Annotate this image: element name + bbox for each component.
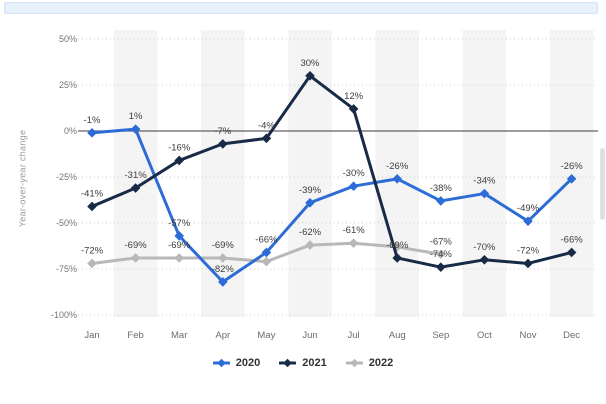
data-label-2021-nov: -72% xyxy=(517,245,540,256)
y-tick-label: -75% xyxy=(56,264,77,274)
data-label-2021-jul: 12% xyxy=(344,91,364,102)
x-tick-label-aug: Aug xyxy=(389,330,406,341)
y-tick-label: 25% xyxy=(59,80,77,90)
series-line-2020 xyxy=(90,127,574,284)
x-tick-label-jun: Jun xyxy=(302,330,317,341)
x-tick-label-jul: Jul xyxy=(348,330,360,341)
data-point-2022-jul[interactable] xyxy=(348,238,359,249)
x-tick-label-jan: Jan xyxy=(84,330,99,341)
legend-marker-icon xyxy=(279,358,297,368)
data-label-2020-feb: 1% xyxy=(129,111,143,122)
x-tick-label-oct: Oct xyxy=(477,330,492,341)
data-label-2022-mar: -69% xyxy=(168,240,191,251)
data-point-2021-feb[interactable] xyxy=(130,183,141,193)
data-label-2020-apr: -82% xyxy=(212,264,235,275)
data-label-2022-feb: -69% xyxy=(125,240,148,251)
data-label-2020-mar: -57% xyxy=(168,218,191,229)
data-point-2021-jan[interactable] xyxy=(87,201,97,212)
x-tick-label-apr: Apr xyxy=(215,330,230,341)
plot-band-oct xyxy=(462,30,507,317)
data-label-2021-apr: -7% xyxy=(214,126,231,137)
data-point-2021-nov[interactable] xyxy=(523,258,533,269)
x-tick-label-feb: Feb xyxy=(127,330,143,341)
data-point-2020-jul[interactable] xyxy=(348,181,359,192)
legend-label: 2021 xyxy=(302,357,327,369)
x-tick-label-nov: Nov xyxy=(520,330,537,341)
data-point-2020-feb[interactable] xyxy=(130,124,141,134)
y-tick-label: 50% xyxy=(59,34,77,44)
data-label-2022-sep: -67% xyxy=(430,236,453,247)
data-label-2020-jul: -30% xyxy=(343,168,366,179)
data-label-2020-may: -66% xyxy=(255,234,278,245)
x-tick-label-sep: Sep xyxy=(432,330,449,341)
scrollbar-thumb[interactable] xyxy=(600,148,605,220)
data-label-2021-jun: 30% xyxy=(300,58,320,69)
x-tick-label-mar: Mar xyxy=(171,330,187,341)
data-point-2022-mar[interactable] xyxy=(174,253,185,263)
y-tick-label: 0% xyxy=(64,126,77,136)
data-label-2021-may: -4% xyxy=(258,120,275,131)
data-label-2020-aug: -26% xyxy=(386,161,409,172)
y-tick-label: -25% xyxy=(56,172,77,182)
data-point-2021-apr[interactable] xyxy=(217,139,228,149)
data-point-2020-mar[interactable] xyxy=(174,231,185,241)
top-highlight-bar xyxy=(4,2,598,14)
data-label-2020-jun: -39% xyxy=(299,185,322,196)
plot-band-dec xyxy=(549,30,594,317)
legend-label: 2020 xyxy=(235,357,261,369)
data-label-2022-jun: -62% xyxy=(299,227,322,238)
data-label-2022-jul: -61% xyxy=(343,225,366,236)
data-label-2022-apr: -69% xyxy=(212,240,235,251)
legend-marker-icon xyxy=(345,358,363,368)
data-label-2021-sep: -74% xyxy=(430,249,453,260)
legend-item-2021[interactable]: 2021 xyxy=(279,357,327,369)
x-tick-label-may: May xyxy=(257,330,275,341)
data-label-2021-feb: -31% xyxy=(125,170,148,181)
data-point-2021-mar[interactable] xyxy=(174,155,185,166)
data-label-2022-jan: -72% xyxy=(81,245,104,256)
data-point-2022-jan[interactable] xyxy=(87,258,97,269)
data-point-2021-sep[interactable] xyxy=(435,262,446,272)
data-label-2021-mar: -16% xyxy=(168,142,191,153)
data-point-2022-may[interactable] xyxy=(261,256,272,267)
legend-label: 2022 xyxy=(368,357,394,369)
data-point-2020-jan[interactable] xyxy=(87,128,97,138)
y-tick-label: -100% xyxy=(51,310,77,320)
data-label-2020-nov: -49% xyxy=(517,203,540,214)
chart-legend: 2020 2021 2022 xyxy=(0,354,606,372)
data-label-2020-oct: -34% xyxy=(473,176,496,187)
y-tick-label: -50% xyxy=(56,218,77,228)
data-label-2021-oct: -70% xyxy=(473,242,496,253)
x-tick-label-dec: Dec xyxy=(563,330,580,341)
data-label-2020-jan: -1% xyxy=(84,115,101,126)
legend-item-2020[interactable]: 2020 xyxy=(212,357,261,369)
legend-marker-icon xyxy=(212,358,230,368)
data-label-2020-sep: -38% xyxy=(430,183,453,194)
legend-item-2022[interactable]: 2022 xyxy=(345,357,394,369)
series-line-2021 xyxy=(90,74,574,269)
data-label-2021-aug: -69% xyxy=(386,240,409,251)
data-label-2021-dec: -66% xyxy=(561,234,584,245)
plot-band-aug xyxy=(375,30,419,317)
data-label-2020-dec: -26% xyxy=(561,161,584,172)
data-label-2021-jan: -41% xyxy=(81,188,104,199)
